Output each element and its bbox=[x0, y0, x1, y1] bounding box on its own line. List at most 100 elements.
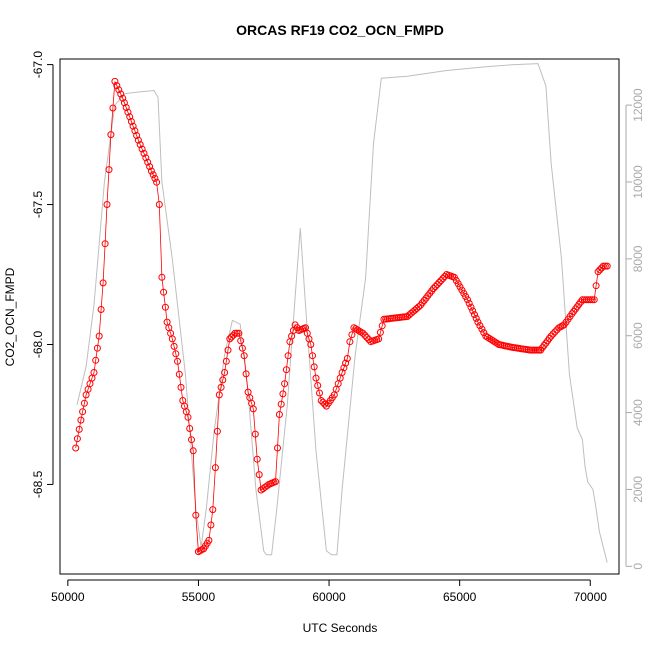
data-point-103 bbox=[263, 482, 271, 490]
y-tick-label-1: -67.5 bbox=[31, 191, 45, 219]
y2-tick-label-1: 2000 bbox=[631, 476, 645, 503]
data-point-83 bbox=[226, 335, 234, 343]
y-axis-label: CO2_OCN_FMPD bbox=[3, 267, 17, 366]
data-point-27 bbox=[122, 104, 130, 111]
data-point-72 bbox=[205, 536, 213, 544]
data-point-87 bbox=[233, 329, 241, 337]
data-point-286 bbox=[599, 262, 607, 270]
data-point-55 bbox=[174, 357, 181, 365]
data-point-26 bbox=[120, 99, 128, 107]
data-point-5 bbox=[80, 399, 88, 407]
data-point-14 bbox=[97, 306, 105, 313]
data-point-65 bbox=[192, 511, 200, 519]
data-point-28 bbox=[124, 108, 132, 116]
data-point-57 bbox=[177, 383, 185, 391]
data-point-98 bbox=[253, 455, 261, 463]
data-point-288 bbox=[603, 262, 611, 270]
y-tick-label-2: -68.0 bbox=[31, 331, 45, 359]
data-point-128 bbox=[307, 341, 315, 348]
data-point-91 bbox=[240, 352, 248, 360]
data-point-97 bbox=[251, 430, 259, 438]
data-point-227 bbox=[491, 338, 499, 346]
data-point-223 bbox=[484, 333, 492, 341]
data-point-44 bbox=[153, 178, 161, 186]
x-axis-label: UTC Seconds bbox=[303, 621, 378, 635]
data-point-260 bbox=[551, 328, 559, 336]
data-point-281 bbox=[590, 296, 598, 304]
data-point-3 bbox=[77, 416, 85, 424]
data-point-76 bbox=[213, 427, 221, 435]
data-point-88 bbox=[235, 329, 243, 337]
data-point-110 bbox=[275, 411, 283, 418]
x-tick-label-2: 60000 bbox=[312, 590, 346, 604]
data-point-133 bbox=[316, 389, 323, 397]
data-point-52 bbox=[168, 335, 176, 343]
data-point-158 bbox=[363, 334, 371, 341]
y2-tick-label-5: 10000 bbox=[631, 165, 645, 199]
data-point-75 bbox=[211, 464, 219, 472]
data-point-259 bbox=[549, 330, 557, 338]
data-point-33 bbox=[133, 132, 141, 139]
data-point-226 bbox=[489, 337, 497, 345]
data-point-86 bbox=[231, 329, 239, 337]
data-point-29 bbox=[126, 113, 134, 121]
data-point-40 bbox=[146, 163, 154, 171]
series-line-right-0 bbox=[76, 63, 608, 563]
data-point-130 bbox=[310, 363, 318, 371]
data-point-220 bbox=[478, 325, 486, 333]
data-point-215 bbox=[469, 307, 477, 315]
data-point-62 bbox=[186, 425, 194, 432]
data-point-108 bbox=[272, 478, 279, 486]
data-point-164 bbox=[375, 335, 383, 343]
data-point-147 bbox=[342, 359, 350, 367]
data-point-165 bbox=[376, 328, 384, 336]
data-point-82 bbox=[224, 346, 232, 354]
data-point-61 bbox=[184, 413, 192, 421]
data-point-132 bbox=[314, 382, 322, 389]
y2-tick-label-4: 8000 bbox=[631, 245, 645, 272]
data-point-89 bbox=[237, 337, 245, 345]
data-point-67 bbox=[196, 547, 204, 555]
data-point-54 bbox=[172, 350, 180, 358]
data-point-12 bbox=[93, 344, 101, 352]
data-point-111 bbox=[277, 400, 285, 408]
data-point-46 bbox=[158, 273, 166, 281]
data-point-258 bbox=[547, 332, 555, 340]
data-point-254 bbox=[540, 341, 548, 349]
data-point-157 bbox=[361, 331, 369, 339]
x-tick-label-1: 55000 bbox=[182, 590, 216, 604]
data-point-39 bbox=[144, 158, 152, 166]
data-point-74 bbox=[209, 506, 217, 514]
data-point-287 bbox=[601, 262, 609, 270]
x-tick-label-4: 70000 bbox=[574, 590, 608, 604]
data-point-21 bbox=[111, 77, 119, 85]
data-point-156 bbox=[359, 329, 367, 337]
data-point-252 bbox=[537, 346, 545, 354]
data-point-15 bbox=[99, 279, 107, 287]
data-point-53 bbox=[170, 342, 178, 350]
data-point-22 bbox=[113, 82, 121, 90]
data-point-113 bbox=[281, 380, 289, 388]
data-point-84 bbox=[228, 333, 235, 341]
data-point-153 bbox=[354, 326, 361, 334]
y-tick-label-0: -67.0 bbox=[31, 51, 45, 79]
data-point-0 bbox=[72, 444, 80, 452]
data-point-115 bbox=[284, 352, 292, 360]
y2-tick-label-0: 0 bbox=[631, 563, 645, 570]
data-point-214 bbox=[467, 303, 475, 311]
series-layer bbox=[72, 63, 611, 563]
data-point-1 bbox=[73, 435, 81, 443]
plot-frame bbox=[59, 58, 620, 575]
data-point-17 bbox=[103, 201, 111, 208]
data-point-96 bbox=[249, 405, 257, 413]
data-point-43 bbox=[151, 174, 159, 182]
data-point-10 bbox=[90, 369, 98, 376]
data-point-36 bbox=[138, 145, 146, 153]
data-point-280 bbox=[588, 296, 596, 304]
series-line-left-0 bbox=[75, 81, 608, 553]
chart-title: ORCAS RF19 CO2_OCN_FMPD bbox=[236, 22, 444, 38]
data-point-45 bbox=[155, 201, 163, 208]
data-point-38 bbox=[142, 154, 150, 162]
data-point-216 bbox=[471, 311, 478, 319]
